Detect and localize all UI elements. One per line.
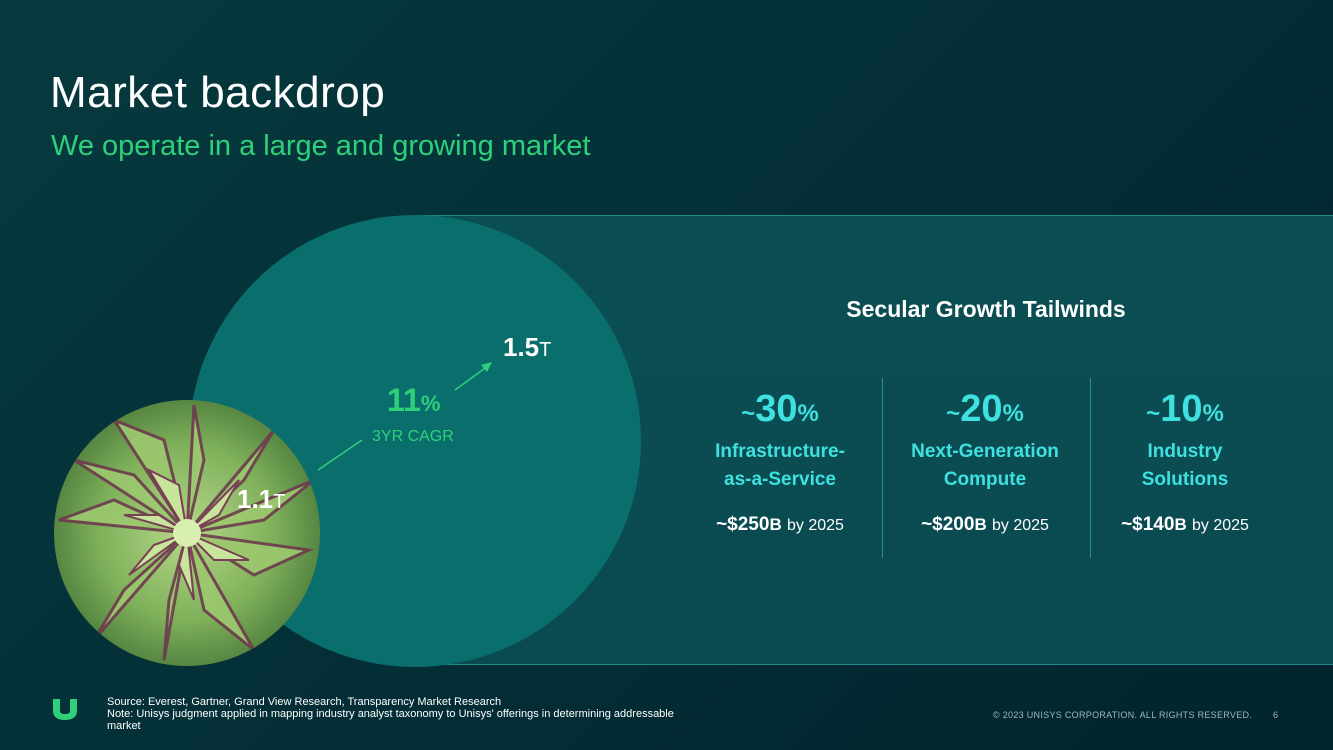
tailwinds-title: Secular Growth Tailwinds [846, 296, 1126, 322]
copyright: © 2023 UNISYS CORPORATION. ALL RIGHTS RE… [993, 710, 1253, 720]
tailwind-percent: ~20% [946, 388, 1024, 430]
page-subtitle: We operate in a large and growing market [51, 130, 591, 162]
page-number: 6 [1273, 710, 1279, 720]
tailwind-item: ~20% Next-Generation Compute ~$200B by 20… [885, 385, 1085, 536]
source-note: Source: Everest, Gartner, Grand View Res… [107, 696, 674, 732]
tailwind-percent: ~30% [741, 388, 819, 430]
tailwind-name: Industry Solutions [1141, 441, 1229, 490]
arrow-head-icon [481, 362, 492, 372]
tailwind-item: ~30% Infrastructure-as-a-Service ~$250B … [680, 385, 880, 536]
tailwind-amount: ~$140B by 2025 [1121, 514, 1249, 535]
tailwind-item: ~10% Industry Solutions ~$140B by 2025 [1085, 385, 1285, 536]
growth-line [317, 439, 363, 471]
growth-arrow-line [454, 365, 489, 391]
tailwind-amount: ~$200B by 2025 [921, 514, 1049, 535]
unisys-u-logo-icon [52, 698, 78, 725]
column-divider [882, 378, 883, 558]
cagr-percent: 11% [387, 382, 441, 418]
future-market-value: 1.5T [503, 332, 552, 362]
current-market-value: 1.1T [237, 484, 286, 514]
tailwind-name: Next-Generation Compute [911, 441, 1059, 490]
tailwind-name: Infrastructure-as-a-Service [715, 441, 845, 490]
tailwind-amount: ~$250B by 2025 [716, 514, 844, 535]
column-divider [1090, 378, 1091, 558]
tailwind-percent: ~10% [1146, 388, 1224, 430]
cagr-label: 3YR CAGR [372, 428, 454, 445]
succulent-plant-image [54, 400, 320, 666]
page-title: Market backdrop [50, 68, 386, 117]
